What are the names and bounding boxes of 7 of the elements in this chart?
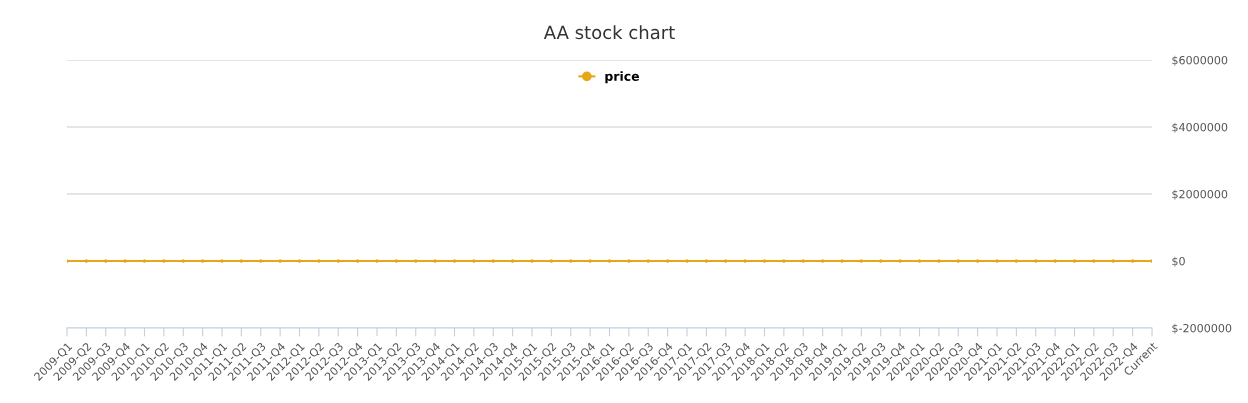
y-tick-label: $4000000: [1172, 122, 1228, 133]
y-tick-label: $6000000: [1172, 55, 1228, 66]
y-tick-label: $-2000000: [1172, 323, 1232, 334]
chart-title: AA stock chart: [543, 25, 675, 40]
legend-label: price: [605, 71, 640, 84]
y-tick-label: $2000000: [1172, 189, 1228, 200]
y-tick-label: $0: [1172, 256, 1185, 267]
